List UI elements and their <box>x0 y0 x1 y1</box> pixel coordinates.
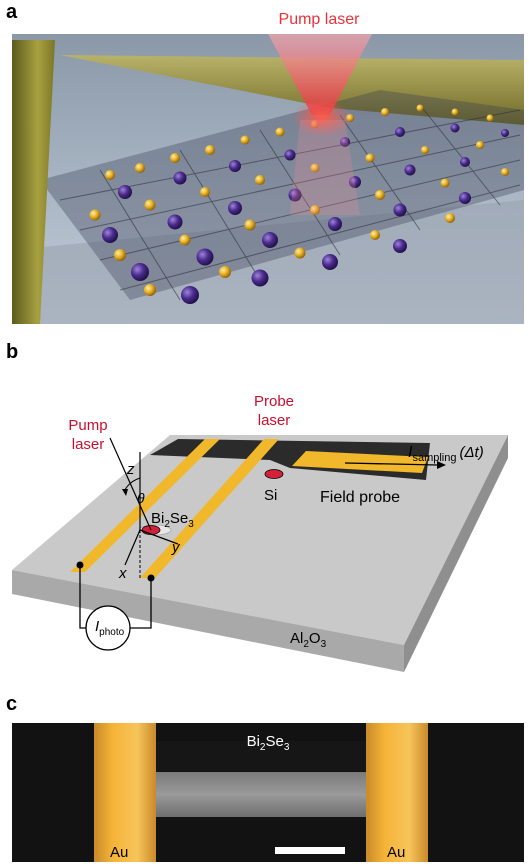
contact-right <box>147 574 155 582</box>
pump-spot <box>141 525 161 535</box>
pump-laser-label-a: Pump laser <box>279 11 361 28</box>
axis-z-label: z <box>126 461 135 478</box>
probe-spot <box>264 469 284 479</box>
au-label-left: Au <box>110 844 128 861</box>
pump-laser-label-line1: Pump <box>68 417 107 434</box>
probe-laser-label-line1: Probe <box>254 393 294 410</box>
x-axis <box>124 529 141 566</box>
scale-bar <box>275 847 345 854</box>
contact-left <box>76 561 84 569</box>
pump-beam-line <box>109 437 152 531</box>
au-label-right: Au <box>387 844 405 861</box>
photocurrent-meter <box>85 605 131 651</box>
bise-label-b: Bi2Se3 <box>151 510 194 530</box>
axis-theta-label: θ <box>137 490 145 506</box>
substrate-side <box>404 435 508 672</box>
panel-a-label: a <box>6 1 18 23</box>
sampling-arrow <box>344 462 438 466</box>
al2o3-label: Al2O3 <box>290 630 327 650</box>
field-probe-label: Field probe <box>320 489 400 506</box>
substrate-top <box>12 435 508 645</box>
bise-flake-c <box>150 772 390 817</box>
axis-y-label: y <box>171 539 181 556</box>
y-axis <box>139 529 179 545</box>
axis-x-label: x <box>118 565 127 582</box>
silicon-strip <box>150 439 430 480</box>
bise-label-c: Bi2Se3 <box>247 733 290 753</box>
panel-b-label: b <box>6 341 19 363</box>
au-electrode-right <box>366 723 428 862</box>
i-photo-label: Iphoto <box>95 618 125 638</box>
si-label: Si <box>264 487 277 504</box>
field-probe-electrode <box>292 451 428 473</box>
bise-flake-b <box>138 524 172 536</box>
electrode-left <box>70 439 220 572</box>
micrograph-background <box>12 723 524 862</box>
electrode-right <box>140 439 279 578</box>
substrate-front <box>12 570 404 672</box>
panel-c-label: c <box>6 693 18 715</box>
i-sampling-label: Isampling (Δt) <box>408 444 484 464</box>
pump-laser-label-line2: laser <box>72 436 105 453</box>
probe-laser-label-line2: laser <box>258 412 291 429</box>
au-electrode-left <box>94 723 156 862</box>
